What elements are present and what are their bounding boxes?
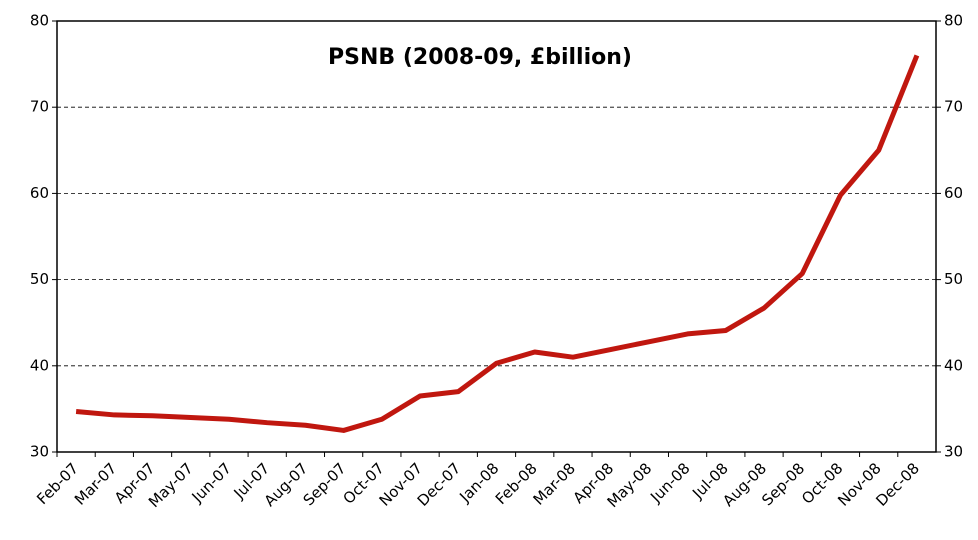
x-tick-label: Sep-08 <box>758 459 808 509</box>
x-tick-label: Sep-07 <box>300 459 350 509</box>
y2-tick-label: 80 <box>944 12 963 30</box>
y-tick-label: 70 <box>30 98 49 116</box>
x-tick-label: Dec-08 <box>872 459 923 510</box>
x-tick-label: Aug-07 <box>261 459 312 510</box>
y2-tick-label: 70 <box>944 98 963 116</box>
line <box>75 54 920 433</box>
x-tick-label: Aug-08 <box>719 459 770 510</box>
y2-tick-label: 30 <box>944 443 963 461</box>
plot-frame <box>56 20 937 453</box>
y2-tick-label: 60 <box>944 184 963 202</box>
y2-tick-label: 50 <box>944 270 963 288</box>
y-tick-label: 80 <box>30 12 49 30</box>
x-tick-label: Dec-07 <box>414 459 465 510</box>
x-tick-label: Mar-08 <box>530 459 579 508</box>
x-tick-label: Jun-08 <box>646 459 693 506</box>
y2-tick-label: 40 <box>944 356 963 374</box>
y-tick-label: 60 <box>30 184 49 202</box>
x-tick-label: Jun-07 <box>188 459 235 506</box>
y-tick-label: 40 <box>30 356 49 374</box>
y-tick-label: 50 <box>30 270 49 288</box>
x-tick-label: Mar-07 <box>71 459 120 508</box>
chart-title: PSNB (2008-09, £billion) <box>328 45 632 70</box>
y-tick-label: 30 <box>30 443 49 461</box>
